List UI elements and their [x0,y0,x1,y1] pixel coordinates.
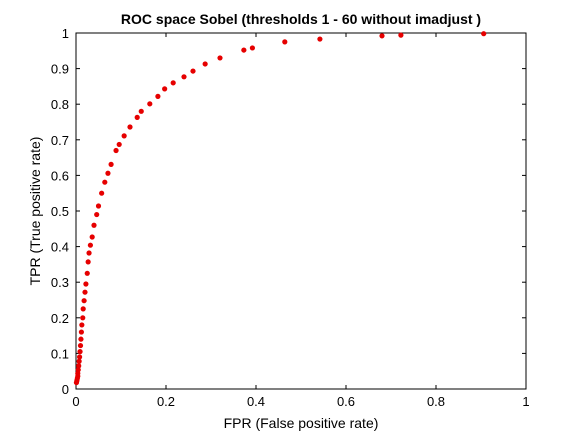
y-axis-ticks: 0 0.1 0.2 0.3 0.4 0.5 0.6 0.7 0.8 0.9 1 [51,26,526,397]
x-tick-label: 0.6 [337,394,355,409]
x-tick-label: 0 [72,394,79,409]
data-point [202,61,208,67]
data-point [249,45,255,51]
data-point [77,342,84,349]
data-point [84,270,90,276]
x-tick-label: 0.8 [427,394,445,409]
y-tick-label: 1 [62,26,69,41]
data-point [80,315,86,321]
data-point [95,203,102,209]
data-point [89,234,95,240]
data-point [73,379,80,386]
data-point [241,47,247,53]
data-point [105,170,111,176]
data-point [81,298,87,304]
data-point [83,281,89,287]
data-point [398,32,404,38]
data-point [91,222,97,228]
data-point [162,86,168,92]
data-point [77,354,83,360]
data-point [94,211,100,218]
data-point [78,336,84,342]
data-point [181,74,187,80]
data-point [85,259,91,265]
y-tick-label: 0.9 [51,62,69,77]
data-point [317,36,323,42]
data-point [99,190,105,196]
data-point [102,179,108,185]
y-tick-label: 0.5 [51,204,69,219]
data-point [282,39,288,45]
data-point [121,133,127,139]
y-tick-label: 0.1 [51,346,69,361]
data-point [127,124,133,130]
data-point [147,101,153,107]
y-tick-label: 0.6 [51,168,69,183]
data-point [170,80,176,86]
y-axis-label: TPR (True positive rate) [27,137,43,286]
data-point [113,147,119,154]
data-point [134,114,140,120]
y-tick-label: 0.2 [51,311,69,326]
chart-title: ROC space Sobel (thresholds 1 - 60 witho… [121,11,481,27]
data-point [217,55,223,61]
plot-area [75,32,527,390]
data-point [86,250,92,256]
y-tick-label: 0 [62,382,69,397]
y-tick-label: 0.8 [51,97,69,112]
data-point [87,242,93,248]
data-point [79,322,85,328]
x-tick-label: 0.2 [157,394,175,409]
data-point [77,349,83,355]
data-point [155,93,161,99]
data-point [76,363,82,369]
data-point [138,108,144,114]
data-point [190,68,196,74]
data-point [108,161,114,167]
y-tick-label: 0.3 [51,275,69,290]
y-tick-label: 0.4 [51,240,69,255]
x-axis-label: FPR (False positive rate) [224,415,379,431]
y-tick-label: 0.7 [51,133,69,148]
data-points [73,31,487,386]
x-tick-label: 1 [522,394,529,409]
x-axis-ticks: 0 0.2 0.4 0.6 0.8 1 [72,33,530,409]
data-point [116,141,122,148]
data-point [82,289,88,295]
x-tick-label: 0.4 [247,394,265,409]
data-point [76,358,82,364]
data-point [481,31,487,37]
data-point [379,33,385,39]
data-point [80,306,86,312]
data-point [78,329,84,335]
